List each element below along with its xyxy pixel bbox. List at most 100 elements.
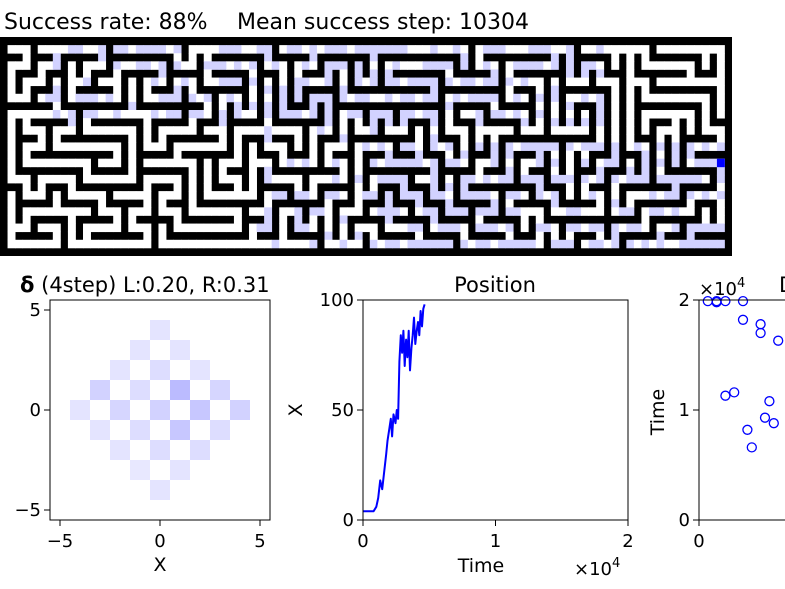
maze-cell [60, 142, 69, 151]
maze-cell [671, 110, 680, 119]
maze-cell [279, 77, 288, 87]
maze-cell [166, 174, 174, 184]
maze-cell [369, 239, 378, 249]
maze-cell [30, 77, 39, 87]
maze-cell [716, 199, 725, 208]
maze-cell [581, 110, 590, 119]
maze-cell [52, 110, 61, 119]
delta-cell [150, 320, 170, 340]
maze-cell [626, 199, 635, 208]
maze-cell [128, 142, 137, 151]
delta-cell [150, 440, 170, 460]
maze-cell [98, 158, 107, 168]
maze-cell [565, 118, 574, 127]
maze-cell [445, 183, 454, 192]
maze-cell [505, 199, 514, 208]
maze-cell [135, 191, 144, 200]
maze-cell [309, 158, 318, 168]
maze-cell [264, 239, 273, 249]
maze-cell [611, 101, 620, 111]
maze-cell [716, 93, 725, 103]
maze-cell [369, 183, 378, 192]
maze-cell [143, 199, 152, 208]
maze-cell [45, 110, 54, 119]
maze-cell [701, 93, 710, 103]
maze-cell [671, 45, 680, 54]
maze-cell [520, 174, 529, 184]
maze-cell [384, 45, 393, 54]
maze-cell [22, 53, 31, 62]
maze-cell [626, 61, 635, 70]
maze-cell [528, 126, 537, 135]
maze-cell [694, 142, 703, 151]
maze-cell [249, 77, 257, 87]
maze-cell [422, 207, 431, 216]
maze-cell [656, 231, 665, 241]
maze-cell [271, 61, 280, 70]
maze-cell [686, 45, 695, 54]
maze-cell [354, 61, 363, 70]
maze-cell [150, 158, 159, 168]
maze-cell [415, 191, 423, 200]
maze-cell [218, 77, 227, 87]
maze-cell [188, 207, 197, 216]
maze-cell [309, 101, 318, 111]
maze-cell [392, 61, 401, 70]
maze-cell [460, 110, 469, 119]
maze-cell [520, 191, 529, 200]
maze-cell [490, 134, 499, 143]
maze-cell [233, 183, 242, 192]
maze-cell [596, 199, 605, 208]
maze-cell [407, 239, 416, 249]
maze-cell [573, 142, 582, 151]
maze-cell [67, 69, 76, 78]
maze-cell [641, 158, 650, 168]
maze-cell [701, 142, 710, 151]
maze-cell [581, 93, 590, 103]
maze-cell [611, 174, 620, 184]
maze-cell [150, 61, 159, 70]
maze-cell [581, 158, 590, 168]
maze-cell [475, 223, 484, 233]
maze-cell [188, 126, 197, 135]
maze-cell [588, 93, 597, 103]
maze-cell [150, 174, 159, 184]
delta-cell [210, 380, 230, 400]
maze-cell [354, 207, 363, 216]
maze-cell [686, 110, 695, 119]
maze-cell [648, 61, 657, 70]
maze-cell [339, 77, 348, 87]
maze-cell [324, 158, 333, 168]
scatter-point [755, 319, 766, 330]
maze-cell [664, 207, 673, 216]
maze-cell [143, 183, 152, 192]
maze-cell [7, 85, 16, 95]
delta-cell [110, 440, 130, 460]
maze-cell [241, 239, 250, 249]
maze-cell [196, 142, 205, 151]
maze-cell [218, 134, 227, 143]
maze-cell [37, 174, 46, 184]
maze-cell [286, 207, 295, 216]
maze-cell [482, 207, 491, 216]
maze-cell [241, 61, 250, 70]
maze-cell [445, 69, 454, 78]
maze-cell [550, 142, 559, 151]
maze-cell [218, 101, 227, 111]
maze-cell [173, 126, 182, 135]
maze-cell [173, 45, 182, 54]
position-plot-frame [362, 299, 629, 521]
maze-cell [339, 158, 348, 168]
maze-cell [196, 93, 205, 103]
maze-agent [716, 158, 725, 168]
maze-cell [166, 191, 174, 200]
maze-cell [422, 158, 431, 168]
maze-cell [520, 77, 529, 87]
maze-cell [332, 158, 340, 168]
maze-cell [264, 207, 273, 216]
maze-cell [158, 61, 167, 70]
delta-cell [150, 400, 170, 420]
scatter-y-tick-label: 0 [679, 510, 690, 531]
maze-cell [324, 239, 333, 249]
maze-cell [339, 191, 348, 200]
